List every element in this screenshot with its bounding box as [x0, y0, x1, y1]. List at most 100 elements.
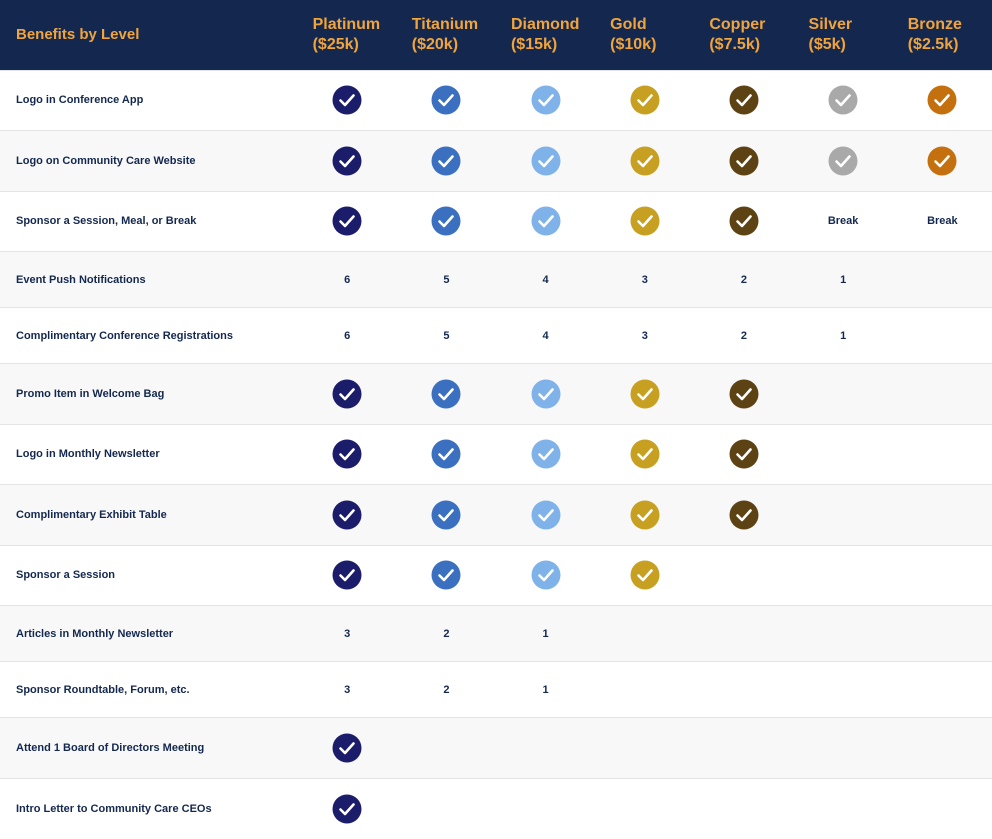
level-cell [892, 423, 992, 485]
check-circle [431, 560, 461, 590]
check-icon [431, 85, 461, 115]
level-cell [694, 484, 794, 545]
level-cell [495, 363, 596, 424]
level-cell [396, 130, 496, 191]
check-icon [729, 206, 759, 236]
level-cell [595, 484, 695, 545]
level-cell: Break [892, 190, 992, 252]
benefit-row: Promo Item in Welcome Bag [0, 363, 992, 424]
level-cell [297, 423, 397, 485]
check-circle [630, 500, 660, 530]
benefit-label: Logo in Conference App [0, 69, 298, 131]
check-icon [531, 85, 561, 115]
check-icon [332, 733, 362, 763]
check-circle [431, 439, 461, 469]
level-cell [694, 130, 794, 191]
level-cell: 6 [297, 251, 397, 308]
check-mark [537, 387, 554, 401]
check-circle [332, 439, 362, 469]
table-title: Benefits by Level [16, 25, 140, 43]
level-cell [892, 777, 992, 839]
cell-text: 2 [443, 627, 450, 640]
check-mark [835, 94, 851, 107]
level-cell [793, 777, 893, 839]
cell-text: Break [827, 215, 859, 228]
check-icon [729, 500, 759, 530]
level-cell: 3 [297, 661, 397, 718]
level-name: Diamond [510, 15, 580, 33]
level-cell [297, 363, 397, 424]
level-cell [892, 251, 992, 308]
check-mark [736, 508, 752, 522]
benefit-row: Sponsor a Session [0, 544, 992, 606]
check-mark [537, 448, 554, 461]
check-icon [729, 146, 759, 176]
benefit-label: Logo in Monthly Newsletter [0, 423, 298, 485]
check-mark [736, 154, 752, 168]
check-mark [438, 94, 455, 107]
cell-text: 2 [443, 683, 450, 696]
level-cell [793, 661, 893, 718]
check-icon [531, 146, 561, 176]
check-circle [531, 560, 561, 590]
level-cell [495, 130, 596, 191]
check-icon [332, 794, 362, 823]
check-icon [630, 560, 660, 590]
check-icon [431, 560, 461, 590]
check-circle [332, 733, 362, 763]
level-cell [297, 717, 397, 778]
level-cell [297, 484, 397, 545]
level-name: Titanium [411, 15, 479, 33]
cell-text: 4 [542, 273, 549, 286]
check-mark [339, 448, 355, 461]
level-cell [595, 717, 695, 778]
level-cell [396, 777, 496, 839]
check-circle [332, 146, 362, 176]
check-circle [332, 85, 362, 115]
check-icon [729, 85, 759, 115]
check-circle [630, 85, 660, 115]
check-circle [729, 500, 759, 530]
level-cell [495, 190, 596, 252]
benefit-row: Logo in Conference App [0, 69, 992, 131]
check-icon [531, 206, 561, 236]
check-icon [531, 379, 561, 409]
level-header: Copper ($7.5k) [694, 0, 793, 70]
check-mark [636, 215, 653, 228]
check-circle [630, 146, 660, 176]
level-cell [793, 130, 893, 191]
level-cell [495, 717, 596, 778]
check-mark [537, 94, 554, 107]
level-cell [793, 69, 893, 131]
level-cell: 3 [595, 251, 695, 308]
check-mark [339, 154, 355, 168]
check-circle [531, 379, 561, 409]
level-price: ($2.5k) [907, 35, 959, 53]
level-cell [793, 544, 893, 606]
level-cell [595, 544, 695, 606]
benefit-row: Event Push Notifications 6 5 4 3 2 1 [0, 251, 992, 308]
check-circle [332, 500, 362, 530]
level-cell [297, 130, 397, 191]
check-mark [934, 154, 951, 168]
check-mark [636, 154, 653, 168]
level-name: Copper [709, 15, 766, 33]
level-header: Titanium ($20k) [397, 0, 496, 70]
level-cell [694, 605, 794, 662]
check-mark [636, 387, 653, 401]
level-price: ($5k) [808, 35, 846, 53]
level-cell: 4 [495, 251, 596, 308]
check-mark [736, 94, 752, 107]
level-header: Silver ($5k) [794, 0, 893, 70]
check-mark [736, 448, 752, 461]
cell-text: 4 [542, 329, 549, 342]
check-mark [438, 448, 455, 461]
benefit-label: Attend 1 Board of Directors Meeting [0, 717, 298, 778]
check-circle [431, 146, 461, 176]
check-icon [431, 500, 461, 530]
check-icon [630, 146, 660, 176]
check-circle [630, 206, 660, 236]
check-mark [438, 508, 455, 522]
benefit-label: Promo Item in Welcome Bag [0, 363, 298, 424]
